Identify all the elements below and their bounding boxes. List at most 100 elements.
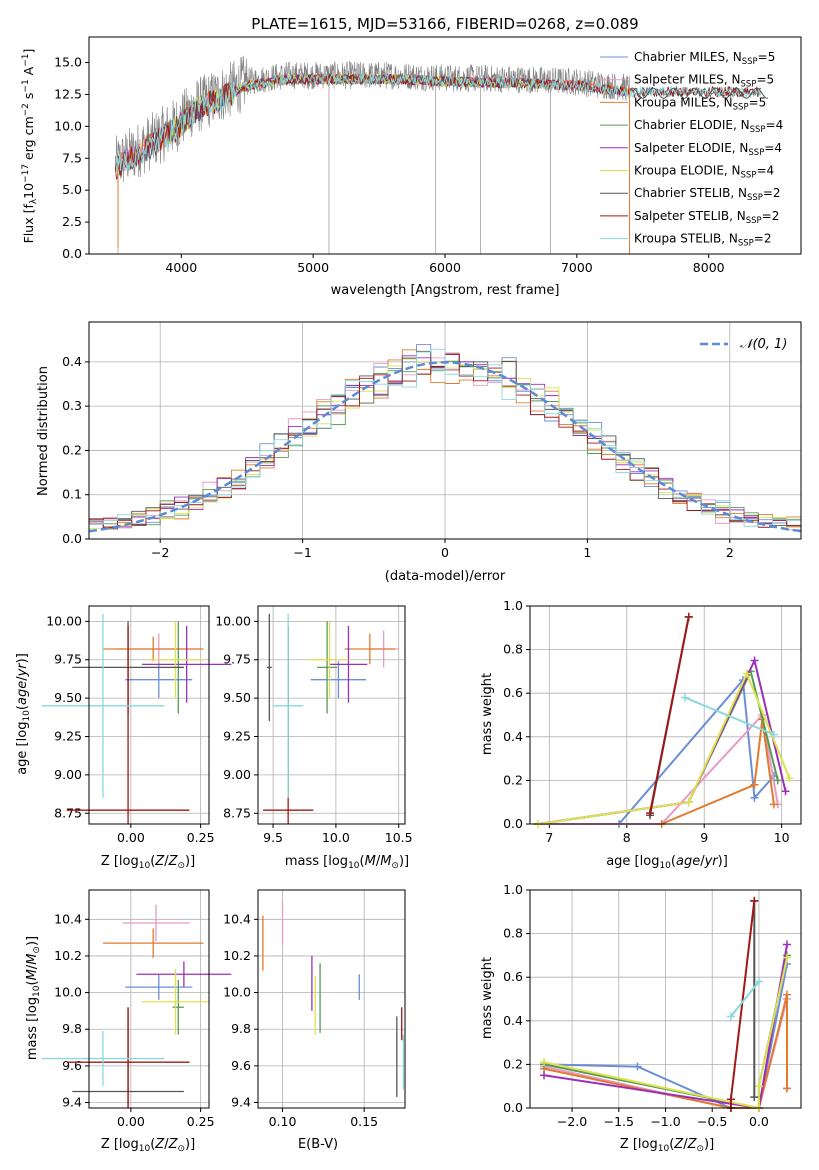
normal-distribution-curve [88, 361, 802, 533]
x-tick-label: 0.00 [117, 1114, 145, 1129]
y-tick-label: 0.4 [62, 354, 82, 369]
model-line-kroupa-stelib [115, 73, 762, 175]
y-tick-label: 9.25 [223, 728, 251, 743]
y-tick-label: 9.75 [223, 652, 251, 667]
x-tick-label: 0.10 [269, 1114, 297, 1129]
y-tick-label: 10.4 [223, 911, 251, 926]
mass-vs-metallicity-panel: 0.00 0.25 9.4 9.6 9.8 10.0 10.2 10.4 [41, 889, 232, 1129]
y-tick-label: 9.25 [54, 728, 82, 743]
y-tick-label: 0.1 [62, 487, 82, 502]
y-tick-label: 9.8 [231, 1021, 251, 1036]
y-tick-label: 0.6 [503, 969, 523, 984]
y-tick-label: 1.0 [503, 882, 523, 897]
x-tick-label: 9 [700, 830, 708, 845]
weight-line-salpeter-stelib [649, 616, 690, 814]
x-tick-label: 7000 [561, 260, 593, 275]
y-tick-label: 9.4 [231, 1095, 251, 1110]
ageZ-ylabel: age [log10(age/yr)] [15, 653, 32, 775]
y-tick-label: 9.50 [54, 690, 82, 705]
y-tick-label: 0.0 [503, 816, 523, 831]
x-tick-label: 10.5 [385, 830, 413, 845]
x-tick-label: −1.5 [604, 1114, 634, 1129]
x-tick-label: 7 [545, 830, 553, 845]
axes-frame [257, 889, 406, 1109]
x-tick-label: 0.00 [117, 830, 145, 845]
x-tick-label: 8000 [693, 260, 725, 275]
model-line-salpeter-stelib [114, 73, 762, 180]
y-tick-label: 10.2 [54, 948, 82, 963]
x-tick-label: 0.0 [749, 1114, 769, 1129]
x-tick-label: 0 [441, 545, 449, 560]
weight-line-kroupa-stelib [684, 696, 775, 736]
y-tick-label: 0.2 [503, 1056, 523, 1071]
x-tick-label: 1 [583, 545, 591, 560]
weight-vs-metallicity-panel: −2.0 −1.5 −1.0 −0.5 0.0 0.0 0.2 0.4 0.6 0.8 1.0 [503, 882, 802, 1129]
y-tick-label: 0.2 [62, 442, 82, 457]
spectrum-ticks: 4000 5000 6000 7000 8000 0.0 2.5 5.0 7.5 10.0 12.5… [54, 55, 724, 275]
x-tick-label: 9.5 [263, 830, 283, 845]
mZ-ylabel: mass [log10(M/M⊙)] [25, 936, 42, 1060]
mass-vs-ebv-panel: 0.10 0.15 9.4 9.6 9.8 10.0 10.2 10.4 [223, 889, 406, 1129]
spectrum-panel: PLATE=1615, MJD=53166, FIBERID=0268, z=0… [21, 15, 802, 298]
y-tick-label: 15.0 [54, 55, 82, 70]
y-tick-label: 0.8 [503, 642, 523, 657]
mZ-xlabel: Z [log10(Z/Z⊙)] [101, 1137, 195, 1154]
x-tick-label: 8 [623, 830, 631, 845]
histogram-legend: 𝒩(0, 1) [700, 337, 787, 352]
y-tick-label: 0.4 [503, 729, 523, 744]
y-tick-label: 9.00 [223, 767, 251, 782]
y-tick-label: 10.0 [54, 118, 82, 133]
axes-frame [88, 605, 210, 825]
spectrum-legend: Chabrier MILES, NSSP=5 Salpeter MILES, NS… [600, 50, 783, 249]
y-tick-label: 10.4 [54, 911, 82, 926]
model-line-salpeter-miles [117, 72, 631, 173]
y-tick-label: 0.4 [503, 1013, 523, 1028]
x-tick-label: −2.0 [557, 1114, 587, 1129]
x-tick-label: 4000 [165, 260, 197, 275]
y-tick-label: 9.00 [54, 767, 82, 782]
y-tick-label: 0.8 [503, 926, 523, 941]
legend-label-salpeter-miles: Salpeter MILES, NSSP=5 [634, 73, 774, 90]
y-tick-label: 0.0 [503, 1100, 523, 1115]
weight-line-kroupa-elodie [543, 957, 788, 1110]
axes-frame [88, 889, 210, 1109]
wZ-ylabel: mass weight [480, 957, 495, 1039]
weight-vs-age-panel: 7 8 9 10 0.0 0.2 0.4 0.6 0.8 1.0 [503, 598, 802, 845]
y-tick-label: 9.75 [54, 652, 82, 667]
y-tick-label: 10.2 [223, 948, 251, 963]
y-tick-label: 9.4 [62, 1095, 82, 1110]
x-tick-label: −0.5 [697, 1114, 727, 1129]
legend-label-chabrier-stelib: Chabrier STELIB, NSSP=2 [634, 186, 781, 203]
y-tick-label: 10.00 [215, 613, 251, 628]
y-tick-label: 9.50 [223, 690, 251, 705]
x-tick-label: 0.25 [187, 1114, 215, 1129]
y-tick-label: 7.5 [62, 150, 82, 165]
y-tick-label: 12.5 [54, 86, 82, 101]
y-tick-label: 9.6 [62, 1058, 82, 1073]
x-tick-label: 0.25 [187, 830, 215, 845]
spectrum-xlabel: wavelength [Angstrom, rest frame] [331, 283, 560, 298]
y-tick-label: 8.75 [54, 805, 82, 820]
y-tick-label: 10.00 [46, 613, 82, 628]
ageM-xlabel: mass [log10(M/M⊙)] [285, 854, 409, 871]
x-tick-label: 0.15 [350, 1114, 378, 1129]
wAge-ylabel: mass weight [480, 673, 495, 755]
y-tick-label: 0.2 [503, 772, 523, 787]
weight-line-kroupa-elodie [537, 671, 791, 825]
y-tick-label: 0.3 [62, 398, 82, 413]
residual-histogram-panel: −2 −1 0 1 2 0.0 0.1 0.2 0.3 0.4 (data-model)/erro… [36, 321, 802, 584]
spectrum-title: PLATE=1615, MJD=53166, FIBERID=0268, z=0… [251, 15, 638, 33]
x-tick-label: −1 [293, 545, 311, 560]
x-tick-label: 5000 [297, 260, 329, 275]
histogram-plot-area [88, 344, 802, 539]
histogram-ticks: −2 −1 0 1 2 0.0 0.1 0.2 0.3 0.4 [62, 354, 734, 560]
x-tick-label: 2 [726, 545, 734, 560]
age-vs-mass-panel: 9.5 10.0 10.5 8.75 9.00 9.25 9.50 9.75 10.00 [215, 605, 413, 845]
histogram-ylabel: Normed distribution [36, 366, 51, 496]
y-tick-label: 0.0 [62, 531, 82, 546]
axes-frame [257, 605, 406, 825]
mE-xlabel: E(B-V) [298, 1137, 338, 1152]
weight-line-kroupa-stelib [730, 980, 760, 1018]
normal-curve-legend-label: 𝒩(0, 1) [740, 337, 787, 352]
